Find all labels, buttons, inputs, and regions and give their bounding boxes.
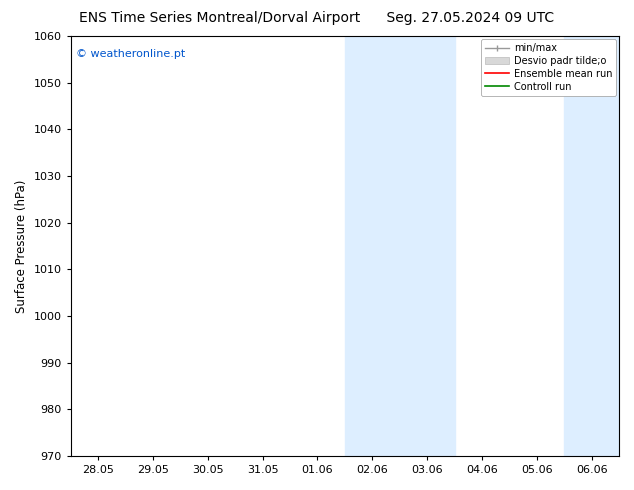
Text: ENS Time Series Montreal/Dorval Airport      Seg. 27.05.2024 09 UTC: ENS Time Series Montreal/Dorval Airport … bbox=[79, 11, 555, 25]
Bar bbox=[345, 36, 455, 456]
Y-axis label: Surface Pressure (hPa): Surface Pressure (hPa) bbox=[15, 179, 28, 313]
Text: © weatheronline.pt: © weatheronline.pt bbox=[76, 49, 185, 59]
Legend: min/max, Desvio padr tilde;o, Ensemble mean run, Controll run: min/max, Desvio padr tilde;o, Ensemble m… bbox=[481, 39, 616, 96]
Bar bbox=[564, 36, 619, 456]
